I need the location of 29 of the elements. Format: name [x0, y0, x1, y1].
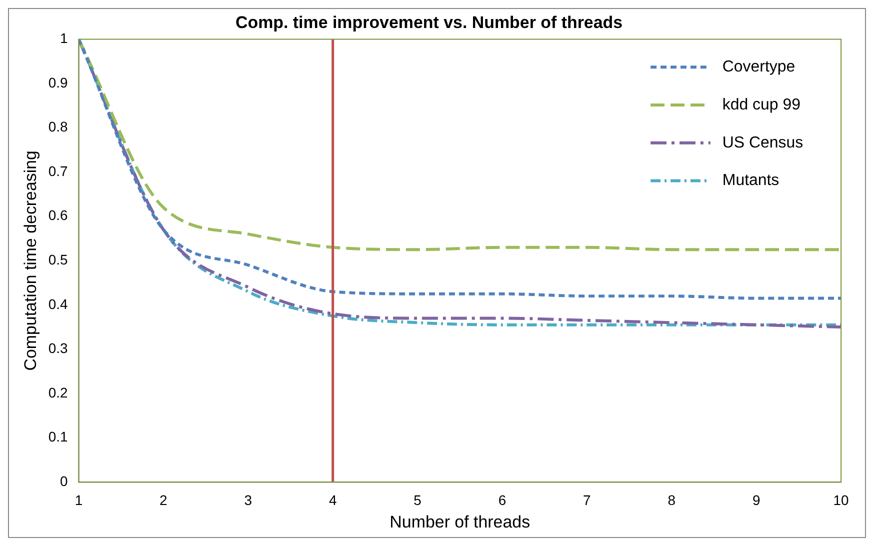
x-tick-label: 1	[74, 492, 83, 508]
x-tick-label: 7	[583, 492, 592, 508]
legend-label: kdd cup 99	[722, 96, 801, 114]
x-tick-label: 6	[498, 492, 506, 508]
x-tick-label: 5	[414, 492, 422, 508]
x-tick-label: 9	[752, 492, 760, 508]
y-tick-label: 0.9	[48, 74, 68, 90]
legend-label: US Census	[722, 134, 804, 152]
y-tick-label: 0.3	[48, 340, 68, 356]
x-tick-label: 10	[833, 492, 850, 508]
chart-title: Comp. time improvement vs. Number of threads	[235, 12, 623, 32]
y-tick-label: 0.8	[48, 118, 68, 135]
x-axis-title: Number of threads	[390, 512, 530, 532]
x-tick-label: 4	[328, 492, 337, 508]
y-axis-title: Computation time decreasing	[20, 150, 40, 371]
y-tick-label: 0.7	[48, 162, 68, 179]
y-tick-label: 0.1	[48, 428, 68, 445]
x-tick-label: 2	[160, 492, 168, 508]
legend-label: Covertype	[722, 58, 796, 76]
x-tick-label: 3	[244, 492, 252, 508]
line-series	[78, 39, 842, 252]
y-tick-label: 0.2	[48, 384, 68, 400]
x-tick-label: 8	[668, 492, 676, 508]
y-tick-label: 0.5	[48, 252, 68, 268]
y-tick-label: 1	[60, 30, 68, 46]
y-tick-label: 0	[60, 472, 68, 489]
legend-label: Mutants	[722, 172, 780, 190]
y-tick-label: 0.4	[48, 296, 68, 312]
y-tick-label: 0.6	[48, 207, 68, 224]
